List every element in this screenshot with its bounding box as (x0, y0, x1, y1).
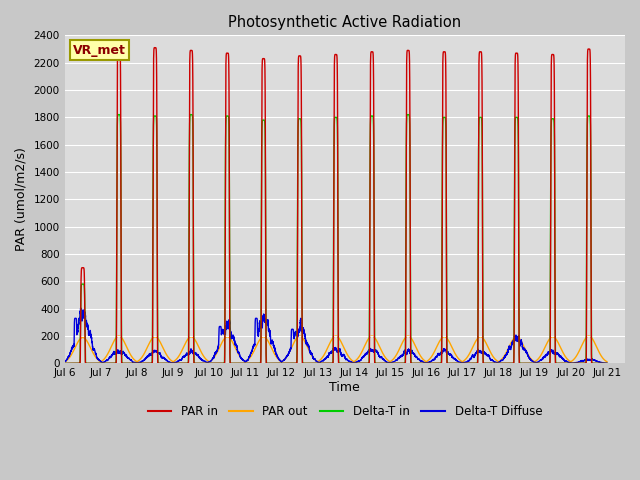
Delta-T Diffuse (394, 356, 402, 361)
PAR out (394, 349, 402, 355)
PAR out (429, 350, 437, 356)
PAR in (603, 360, 611, 366)
PAR out (61, 359, 68, 365)
Line: PAR in: PAR in (65, 44, 607, 363)
Y-axis label: PAR (umol/m2/s): PAR (umol/m2/s) (15, 147, 28, 252)
PAR out (603, 359, 611, 365)
PAR out (444, 336, 451, 342)
Delta-T in (267, 360, 275, 366)
Title: Photosynthetic Active Radiation: Photosynthetic Active Radiation (228, 15, 461, 30)
PAR out (547, 335, 554, 341)
Delta-T in (547, 192, 554, 198)
Delta-T Diffuse (603, 360, 611, 366)
PAR out (115, 333, 123, 339)
Delta-T in (603, 360, 611, 366)
PAR in (547, 209, 554, 215)
Delta-T Diffuse (77, 305, 84, 311)
Delta-T Diffuse (444, 349, 451, 355)
Delta-T Diffuse (429, 357, 437, 362)
PAR in (61, 360, 68, 366)
Text: VR_met: VR_met (73, 44, 126, 57)
Line: Delta-T Diffuse: Delta-T Diffuse (65, 308, 607, 363)
X-axis label: Time: Time (330, 381, 360, 394)
PAR in (230, 360, 238, 366)
Delta-T Diffuse (547, 347, 554, 353)
Delta-T in (444, 360, 451, 366)
Delta-T Diffuse (61, 359, 68, 365)
Line: Delta-T in: Delta-T in (65, 115, 607, 363)
Delta-T Diffuse (230, 338, 238, 344)
PAR in (444, 360, 451, 366)
Line: PAR out: PAR out (65, 336, 607, 362)
PAR out (267, 343, 275, 348)
PAR out (230, 343, 238, 349)
Legend: PAR in, PAR out, Delta-T in, Delta-T Diffuse: PAR in, PAR out, Delta-T in, Delta-T Dif… (143, 401, 547, 423)
Delta-T in (429, 360, 437, 366)
PAR in (115, 41, 123, 47)
Delta-T Diffuse (267, 334, 275, 339)
PAR in (429, 360, 437, 366)
PAR in (267, 360, 275, 366)
PAR in (394, 360, 402, 366)
Delta-T in (115, 112, 123, 118)
Delta-T in (230, 360, 238, 366)
Delta-T in (61, 360, 68, 366)
Delta-T in (394, 360, 402, 366)
